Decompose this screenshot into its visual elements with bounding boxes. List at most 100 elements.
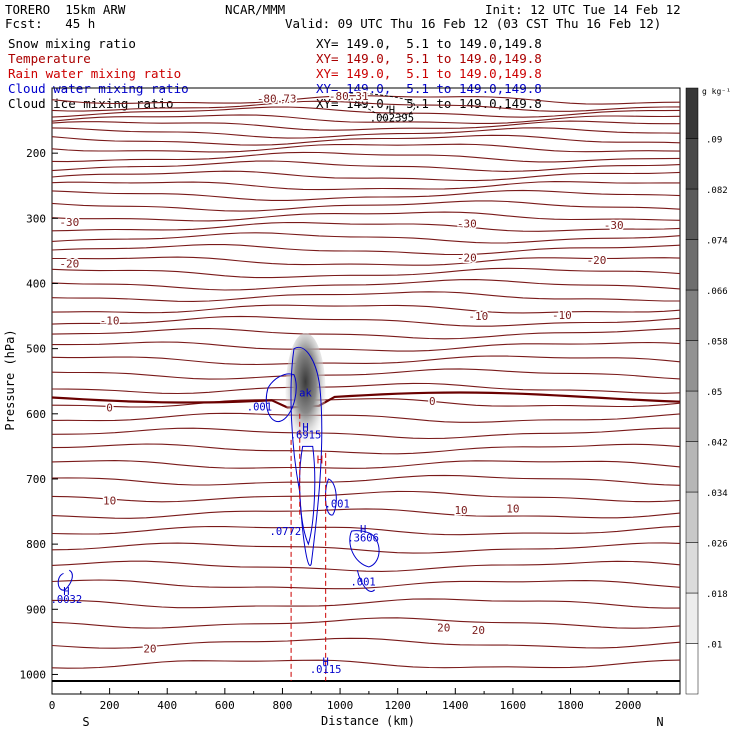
cloud-water-contour	[299, 445, 316, 546]
cloud-water-contour	[324, 478, 337, 516]
temperature-label: -10	[100, 315, 120, 328]
temperature-label: -80.31	[329, 90, 369, 103]
isotherm-line	[51, 181, 680, 191]
temperature-label: 10	[506, 502, 519, 515]
isotherm-line	[51, 637, 681, 649]
colorbar-level-label: .066	[706, 287, 728, 297]
x-tick-label: 0	[49, 699, 56, 712]
isotherm-line	[51, 508, 681, 519]
isotherm-line	[52, 341, 681, 352]
legend-temperature-xy: XY= 149.0, 5.1 to 149.0,149.8	[316, 51, 542, 66]
colorbar-segment	[685, 138, 699, 190]
colorbar-segment	[685, 491, 699, 543]
legend-rain-label: Rain water mixing ratio	[8, 66, 182, 81]
isotherm-line	[52, 598, 680, 609]
x-tick-label: 200	[100, 699, 120, 712]
plot-frame	[51, 87, 681, 695]
colorbar-segment	[685, 643, 699, 695]
colorbar-level-label: .01	[706, 641, 722, 651]
legend-snow-label: Snow mixing ratio	[8, 36, 136, 51]
y-tick-label: 800	[26, 538, 46, 551]
colorbar-level-label: .058	[706, 338, 728, 348]
isotherm-line	[51, 315, 681, 327]
isotherm-line	[51, 134, 681, 146]
isotherm-line	[51, 327, 681, 340]
isotherm-line	[51, 291, 680, 302]
x-tick-label: 1200	[384, 699, 411, 712]
feature-annotation: H	[360, 524, 366, 536]
colorbar-level-label: .042	[706, 439, 728, 449]
temperature-label: -10	[468, 310, 488, 323]
feature-annotation: .3606	[347, 533, 379, 545]
feature-annotation: .001	[247, 402, 272, 414]
valid-time: Valid: 09 UTC Thu 16 Feb 12 (03 CST Thu …	[285, 16, 662, 31]
x-tick-label: 400	[157, 699, 177, 712]
x-tick-label: 2000	[615, 699, 642, 712]
annotations: -80.73 -80.31 -30 -30 -30 -20 -20 -20 -10 -10 -10 0…	[51, 88, 626, 676]
isotherm-line	[51, 232, 681, 244]
isotherm-line	[51, 200, 681, 212]
temperature-label: -30	[59, 216, 79, 229]
isotherm-line	[51, 355, 681, 366]
x-axis-title: Distance (km)	[321, 714, 415, 728]
colorbar-segment	[685, 188, 699, 240]
temperature-label: 0	[106, 401, 113, 414]
init-time: Init: 12 UTC Tue 14 Feb 12	[485, 2, 681, 17]
isotherm-line	[51, 279, 681, 291]
feature-annotation: .0032	[51, 594, 83, 606]
temperature-isotherms	[51, 95, 681, 682]
feature-annotation: H	[323, 656, 329, 668]
cloud-water-contour	[356, 570, 376, 592]
isotherm-line	[51, 100, 681, 112]
temperature-label: 20	[437, 622, 450, 635]
y-tick-label: 700	[26, 473, 46, 486]
colorbar-segment	[685, 87, 699, 139]
x-tick-label: 1800	[557, 699, 584, 712]
temperature-label: 0	[429, 395, 436, 408]
x-tick-label: 600	[215, 699, 235, 712]
isotherm-line	[51, 244, 681, 256]
isotherm-line	[51, 560, 681, 572]
zero-isotherm	[51, 391, 681, 409]
feature-annotation: H	[302, 422, 308, 434]
isotherm-line	[51, 151, 681, 163]
feature-annotation: .0115	[310, 664, 342, 676]
institution-label: NCAR/MMM	[225, 2, 286, 17]
isotherm-line	[51, 267, 681, 279]
temperature-label: -80.73	[257, 92, 297, 105]
cloud-water-contour	[349, 530, 380, 568]
model-title: TORERO 15km ARW	[5, 2, 126, 17]
y-tick-label: 900	[26, 603, 46, 616]
isotherm-line	[51, 443, 681, 455]
temperature-label: -20	[457, 251, 477, 264]
isotherm-line	[51, 221, 681, 232]
x-tick-label: 1600	[500, 699, 527, 712]
isotherm-line	[51, 368, 681, 380]
y-tick-label: 500	[26, 343, 46, 356]
colorbar-level-label: .05	[706, 388, 722, 398]
isotherm-line	[51, 170, 681, 182]
colorbar-level-label: .034	[706, 489, 728, 499]
temperature-label: -20	[59, 257, 79, 270]
isotherm-line	[51, 460, 681, 469]
isotherm-line	[51, 427, 680, 440]
temperature-label: 20	[143, 642, 156, 655]
colorbar-segment	[685, 390, 699, 442]
y-tick-label: 600	[26, 408, 46, 421]
x-tick-label: 800	[273, 699, 293, 712]
feature-annotation: .002395	[370, 112, 414, 124]
temperature-label: -30	[604, 219, 624, 232]
feature-annotation: H	[389, 105, 395, 117]
temperature-label: -10	[552, 309, 572, 322]
isotherm-line	[51, 127, 681, 139]
colorbar-segment	[685, 592, 699, 644]
colorbar-segment	[685, 441, 699, 493]
isotherm-line	[51, 189, 681, 201]
hydrometeor-contours	[57, 92, 416, 681]
colorbar-segment	[685, 289, 699, 341]
isotherm-line	[51, 211, 681, 222]
temperature-label: -30	[457, 218, 477, 231]
south-label: S	[82, 715, 89, 729]
colorbar-unit: g kg⁻¹	[702, 87, 731, 96]
